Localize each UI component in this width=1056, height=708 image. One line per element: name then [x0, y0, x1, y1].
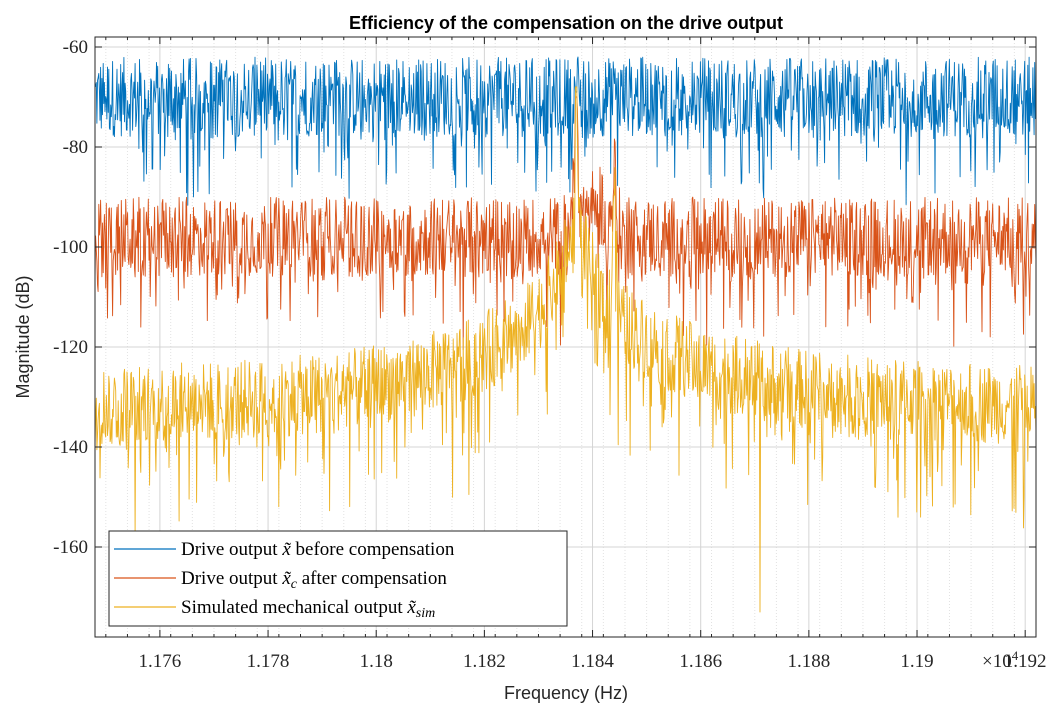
legend-entry-3: Simulated mechanical output x̃sim — [181, 597, 435, 621]
y-tick-labels: -60 -80 -100 -120 -140 -160 — [53, 37, 88, 558]
series-line-2 — [94, 96, 1037, 351]
x-tick-label: 1.176 — [139, 651, 182, 672]
series-lines — [94, 56, 1037, 613]
legend-box — [108, 530, 568, 627]
x-tick-label: 1.186 — [679, 651, 722, 672]
y-tick-label: -140 — [53, 437, 88, 458]
x-tick-label: 1.184 — [571, 651, 614, 672]
x-tick-label: 1.19 — [900, 651, 933, 672]
x-tick-label: 1.18 — [360, 651, 393, 672]
y-tick-label: -120 — [53, 337, 88, 358]
x-tick-label: 1.178 — [247, 651, 290, 672]
multiplier-base: ×10 — [982, 651, 1012, 672]
y-tick-label: -80 — [63, 137, 88, 158]
series-line-1 — [94, 56, 1037, 206]
y-tick-label: -60 — [63, 37, 88, 58]
legend-entry-1: Drive output x̃ before compensation — [181, 539, 455, 560]
legend: Drive output x̃ before compensation Drive… — [108, 530, 568, 627]
x-tick-label: 1.192 — [1004, 651, 1047, 672]
multiplier-exponent: 4 — [1012, 648, 1019, 663]
y-axis-label: Magnitude (dB) — [13, 275, 33, 398]
legend-entry-2: Drive output x̃c after compensation — [181, 568, 447, 592]
svg-text:×104: ×104 — [982, 648, 1019, 672]
y-tick-label: -100 — [53, 237, 88, 258]
x-tick-labels: 1.176 1.178 1.18 1.182 1.184 1.186 1.188 1.19 1.… — [139, 651, 1047, 672]
series-line-3 — [94, 86, 1037, 613]
axis-ticks — [95, 37, 1036, 637]
grid-lines — [95, 37, 1036, 637]
x-axis-multiplier: ×104 — [982, 648, 1019, 672]
chart-title: Efficiency of the compensation on the dr… — [349, 13, 783, 33]
x-tick-label: 1.188 — [787, 651, 830, 672]
y-tick-label: -160 — [53, 537, 88, 558]
x-axis-label: Frequency (Hz) — [504, 683, 628, 703]
plot-frame — [94, 36, 1037, 638]
x-tick-label: 1.182 — [463, 651, 506, 672]
